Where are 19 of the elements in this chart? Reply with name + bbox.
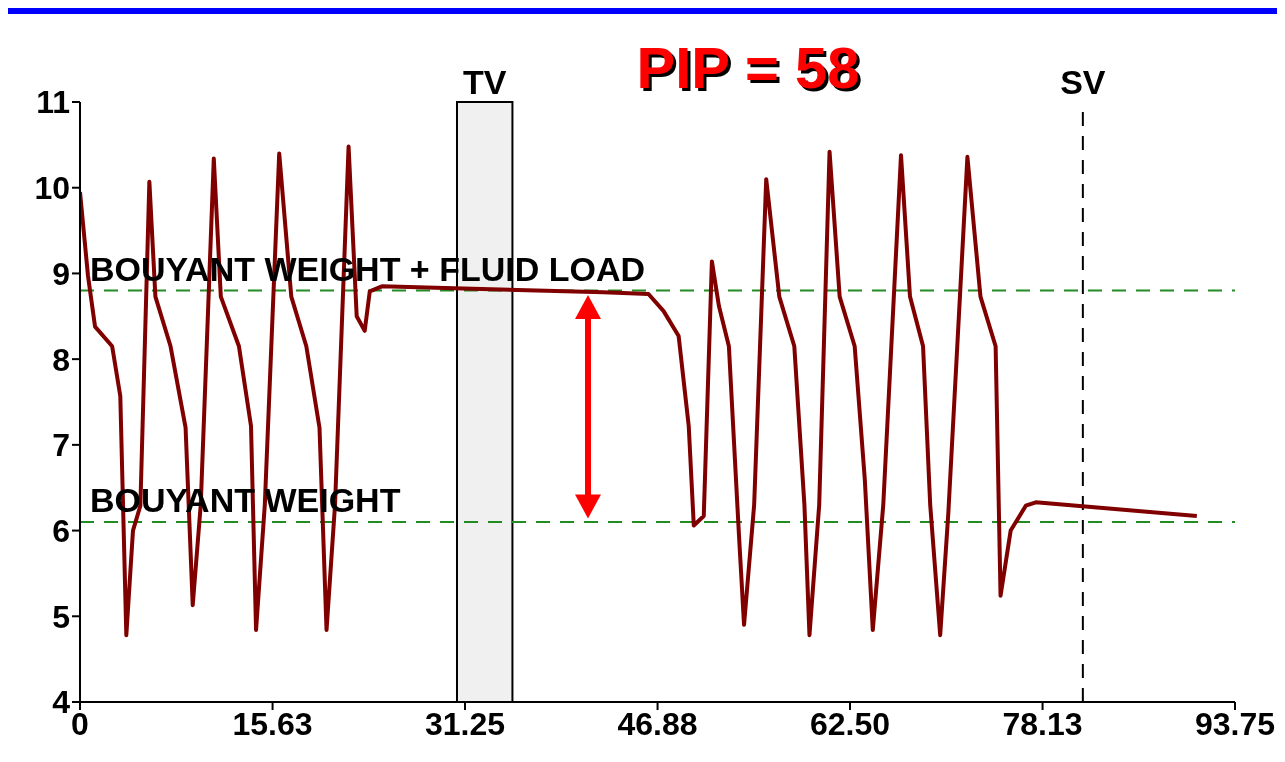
y-tick-label: 7 [52,427,70,464]
ref-line-label: SV [1060,63,1106,101]
y-tick-label: 8 [52,341,70,378]
x-tick-label: 93.75 [1194,705,1276,742]
y-tick-label: 10 [34,170,70,207]
y-tick-label: 4 [52,684,71,721]
x-tick-label: 31.25 [424,705,506,742]
line-series [80,144,1199,638]
x-tick-label: 62.50 [809,705,891,742]
chart-title: PIP = 58 [635,34,861,101]
band-label: TV [462,63,507,101]
y-tick-label: 6 [52,512,70,549]
y-tick-label: 11 [36,84,70,121]
y-tick-label: 9 [52,255,70,292]
y-tick-label: 5 [52,598,70,635]
x-tick-label: 78.13 [1002,705,1083,742]
x-tick-label: 0 [71,705,89,742]
x-tick-label: 46.88 [617,705,698,742]
x-tick-label: 15.63 [232,705,313,742]
